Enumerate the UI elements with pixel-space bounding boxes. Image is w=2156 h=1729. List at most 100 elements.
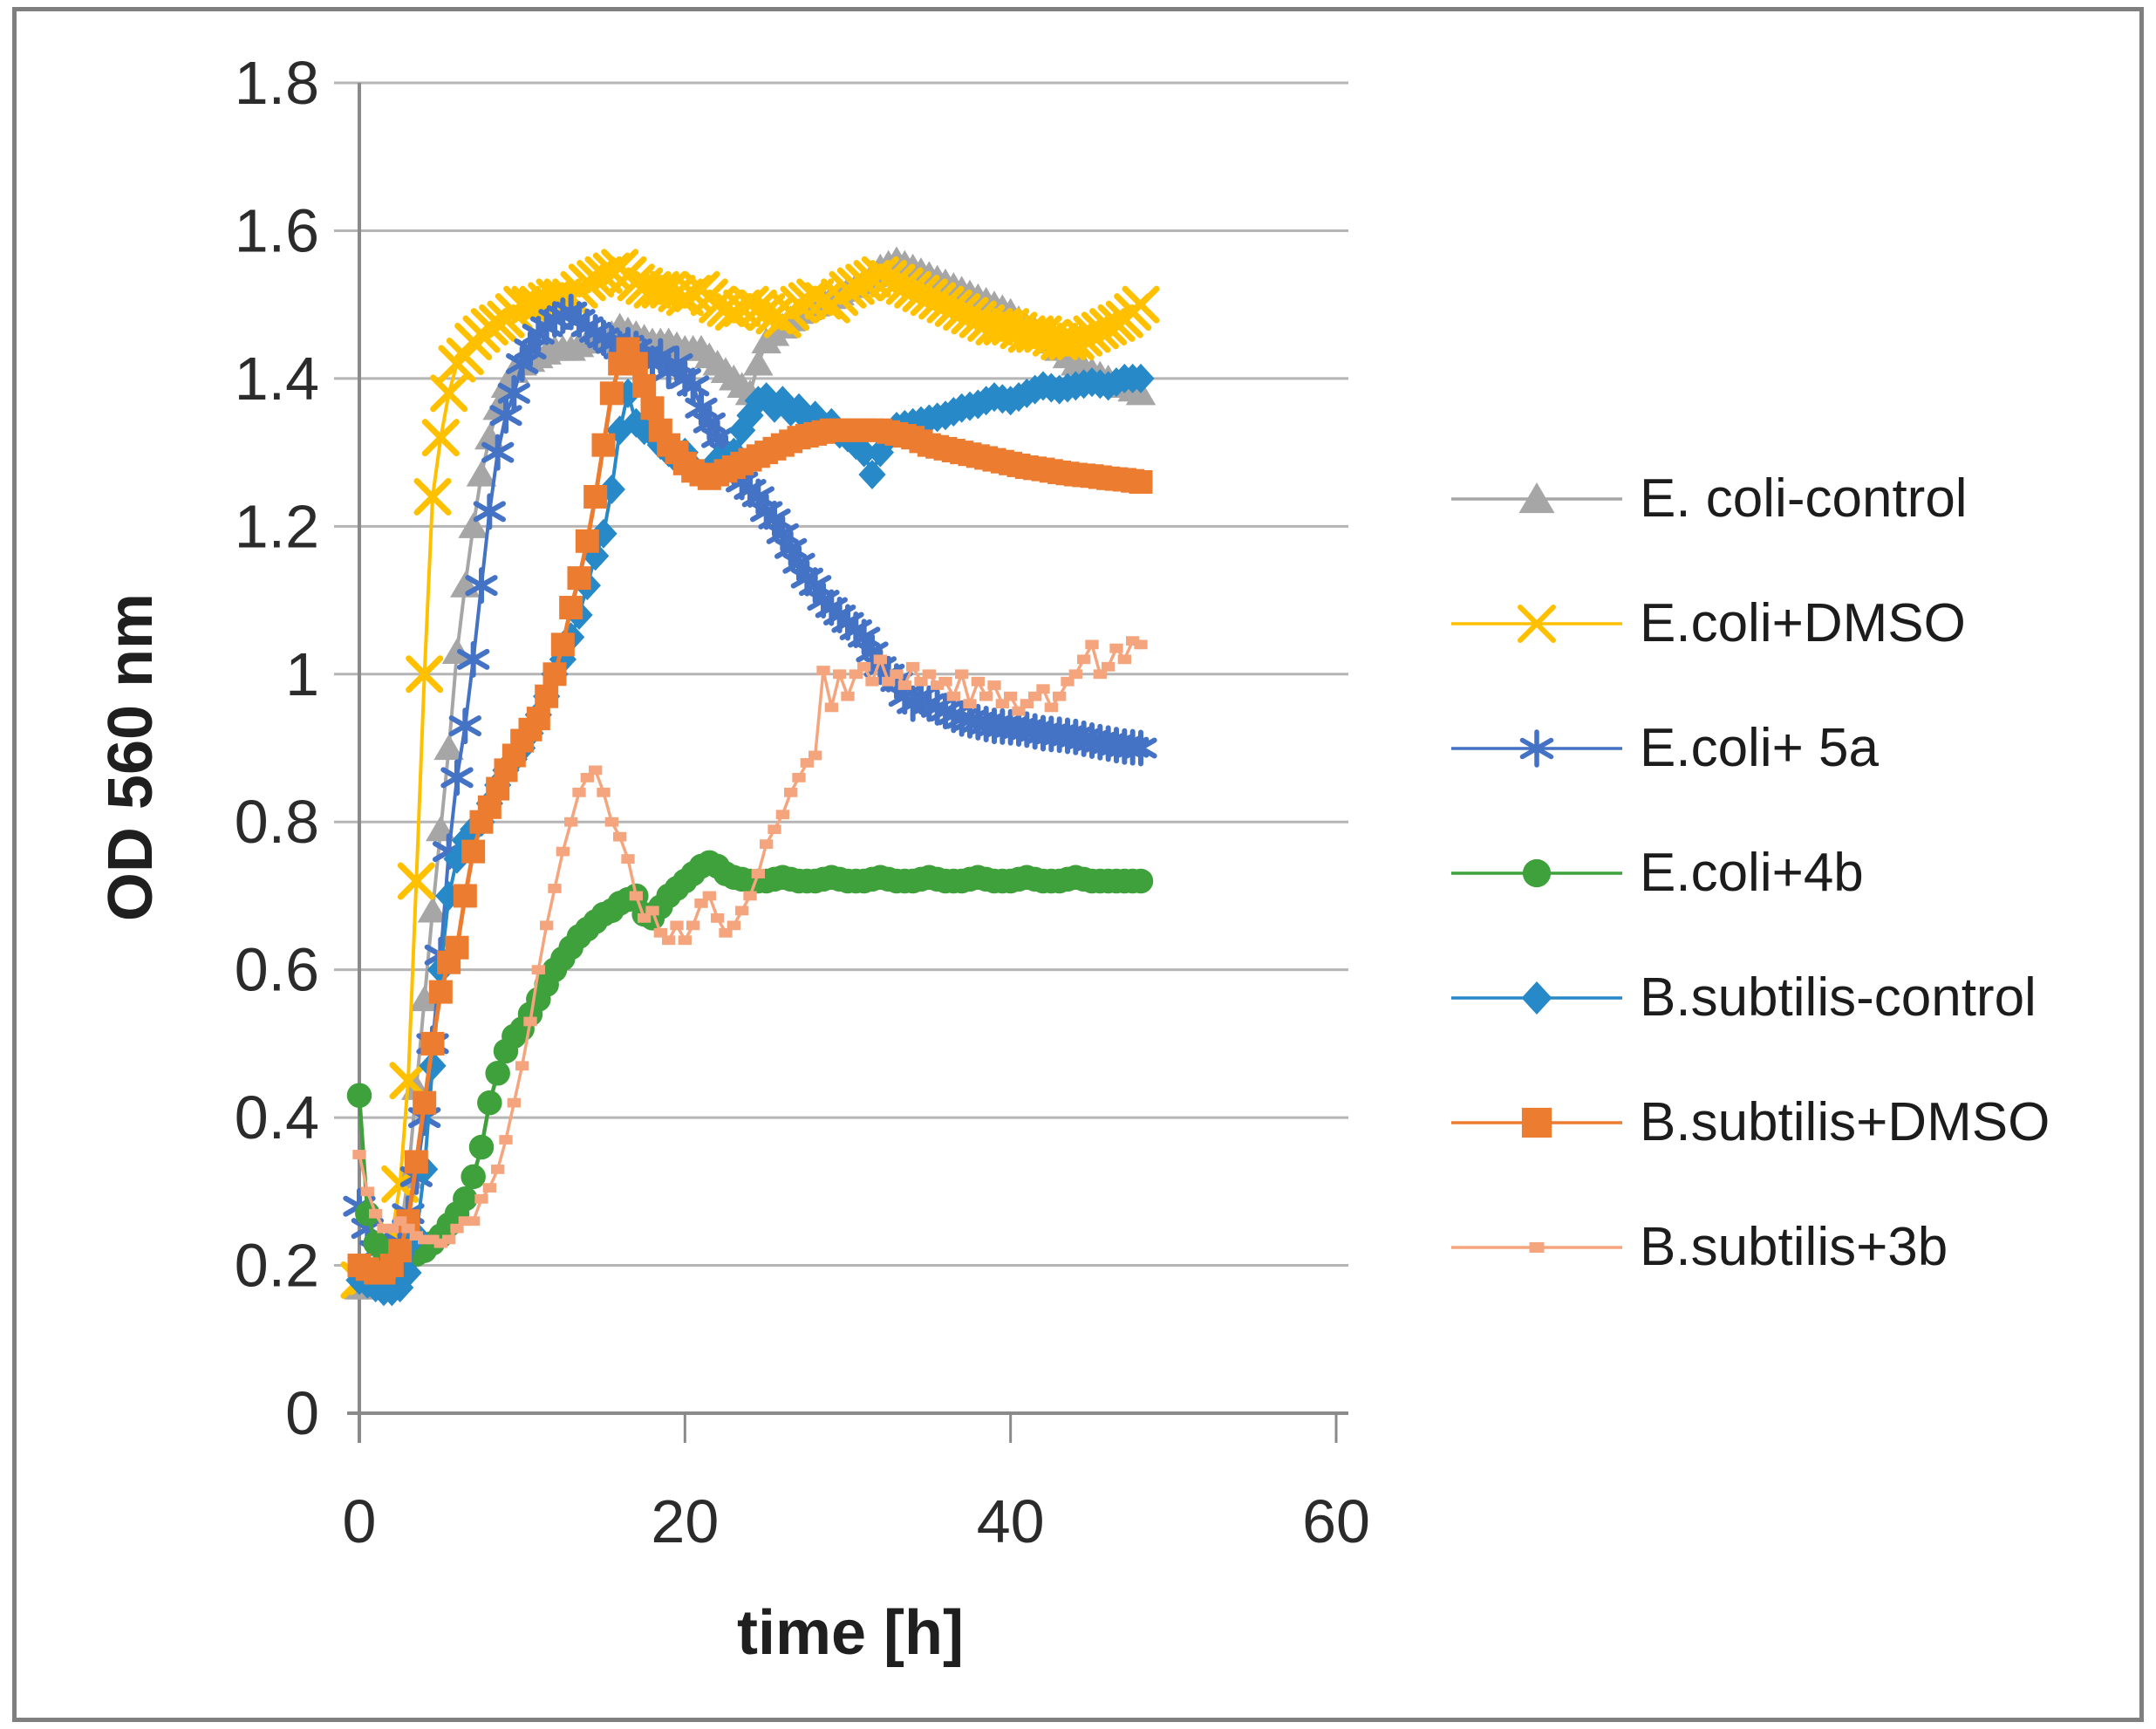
square-marker-icon <box>461 839 486 864</box>
small-square-marker-icon <box>678 935 692 946</box>
small-square-marker-icon <box>873 654 887 665</box>
square-marker-icon <box>413 1090 437 1115</box>
legend-item-ecoli-4b: E.coli+4b <box>1450 810 2050 935</box>
small-square-marker-icon <box>784 787 798 797</box>
square-marker-icon <box>542 662 567 687</box>
small-square-marker-icon <box>418 1234 432 1245</box>
small-square-marker-icon <box>629 891 643 901</box>
small-square-marker-icon <box>914 676 928 687</box>
legend-label: E.coli+DMSO <box>1640 593 1966 653</box>
y-tick-label: 1.6 <box>235 196 319 264</box>
small-square-marker-icon <box>377 1223 391 1234</box>
small-square-marker-icon <box>768 824 781 835</box>
triangle-marker-icon <box>458 512 488 538</box>
circle-marker-icon <box>485 1061 510 1086</box>
small-square-marker-icon <box>897 680 911 690</box>
asterisk-marker-icon <box>481 434 515 471</box>
square-marker-icon <box>632 373 657 398</box>
legend-label: E.coli+4b <box>1640 843 1864 903</box>
legend-label: E. coli-control <box>1640 468 1968 529</box>
legend-label: B.subtilis+DMSO <box>1640 1092 2050 1152</box>
square-marker-icon <box>1521 1107 1552 1138</box>
diamond-marker-icon <box>1521 981 1552 1015</box>
x-marker-icon <box>413 477 452 516</box>
x-marker-icon <box>406 655 444 694</box>
small-square-marker-icon <box>385 1223 399 1234</box>
diamond-marker-icon <box>1127 363 1155 393</box>
square-marker-icon <box>599 381 624 406</box>
small-square-marker-icon <box>979 691 993 701</box>
small-square-marker-icon <box>711 912 725 923</box>
square-marker-icon <box>453 884 477 908</box>
small-square-marker-icon <box>760 839 774 850</box>
asterisk-marker-icon <box>1124 729 1157 767</box>
small-square-marker-icon <box>1109 643 1123 653</box>
circle-marker-icon <box>346 1083 372 1108</box>
series-ecoli-4b <box>346 850 1154 1271</box>
small-square-marker-icon <box>824 702 838 713</box>
small-square-marker-icon <box>1036 684 1050 694</box>
small-square-marker-icon <box>800 758 814 768</box>
legend-label: E.coli+ 5a <box>1640 718 1880 778</box>
x-tick-label: 20 <box>651 1487 719 1555</box>
small-square-marker-icon <box>572 787 586 797</box>
square-marker-icon <box>535 684 559 708</box>
legend-item-bsubtilis-3b: B.subtilis+3b <box>1450 1185 2050 1309</box>
asterisk-marker-icon <box>473 493 506 530</box>
circle-marker-icon <box>461 1164 486 1190</box>
x-tick-label: 40 <box>977 1487 1045 1555</box>
x-marker-icon <box>1097 304 1136 342</box>
legend: E. coli-control E.coli+DMSO E.coli+ 5a E.co… <box>1450 436 2050 1309</box>
small-square-marker-icon <box>775 810 789 820</box>
small-square-marker-icon <box>556 846 570 857</box>
small-square-marker-icon <box>792 772 806 782</box>
small-square-marker-icon <box>638 912 652 923</box>
small-square-marker-icon <box>352 1150 366 1159</box>
y-tick-label: 1.8 <box>235 49 319 117</box>
square-marker-icon <box>624 352 648 376</box>
small-square-marker-icon <box>442 1234 456 1245</box>
small-square-marker-icon <box>540 920 554 931</box>
small-square-marker-icon <box>1044 702 1058 713</box>
small-square-marker-icon <box>426 1234 440 1245</box>
small-square-marker-icon <box>808 750 822 761</box>
small-square-marker-icon <box>1126 636 1140 646</box>
small-square-marker-icon <box>735 906 749 916</box>
square-marker-icon <box>591 433 616 457</box>
small-square-marker-icon <box>597 787 611 797</box>
x-marker-icon <box>397 862 435 900</box>
small-square-marker-icon <box>482 1183 496 1193</box>
small-square-marker-icon <box>971 676 985 687</box>
small-square-marker-icon <box>1529 1241 1545 1253</box>
small-square-marker-icon <box>963 699 977 709</box>
square-marker-icon <box>388 1239 413 1263</box>
small-square-marker-icon <box>1012 706 1026 716</box>
small-square-marker-icon <box>938 676 952 687</box>
small-square-marker-icon <box>548 884 562 893</box>
y-tick-label: 0.4 <box>235 1083 319 1152</box>
small-square-marker-icon <box>987 680 1001 690</box>
y-axis-title: OD 560 nm <box>96 592 166 922</box>
small-square-marker-icon <box>580 772 594 782</box>
small-square-marker-icon <box>1085 639 1099 650</box>
diamond-marker-icon <box>866 437 894 468</box>
small-square-marker-icon <box>1004 691 1018 701</box>
small-square-marker-icon <box>702 891 716 901</box>
triangle-marker-icon <box>409 985 440 1012</box>
legend-item-ecoli-dmso: E.coli+DMSO <box>1450 561 2050 686</box>
square-marker-icon <box>575 529 599 553</box>
square-marker-icon <box>583 484 608 509</box>
ecoli-5a-legend-marker-icon <box>1451 728 1622 768</box>
series-bsubtilis-3b <box>352 636 1148 1248</box>
x-tick-label: 60 <box>1302 1487 1370 1555</box>
series-ecoli-5a <box>343 293 1157 1277</box>
x-axis-title: time [h] <box>737 1598 964 1668</box>
legend-item-bsubtilis-dmso: B.subtilis+DMSO <box>1450 1060 2050 1185</box>
small-square-marker-icon <box>719 927 733 938</box>
small-square-marker-icon <box>931 680 945 690</box>
small-square-marker-icon <box>645 906 659 916</box>
small-square-marker-icon <box>450 1223 464 1234</box>
small-square-marker-icon <box>1028 691 1042 701</box>
small-square-marker-icon <box>1068 669 1082 680</box>
